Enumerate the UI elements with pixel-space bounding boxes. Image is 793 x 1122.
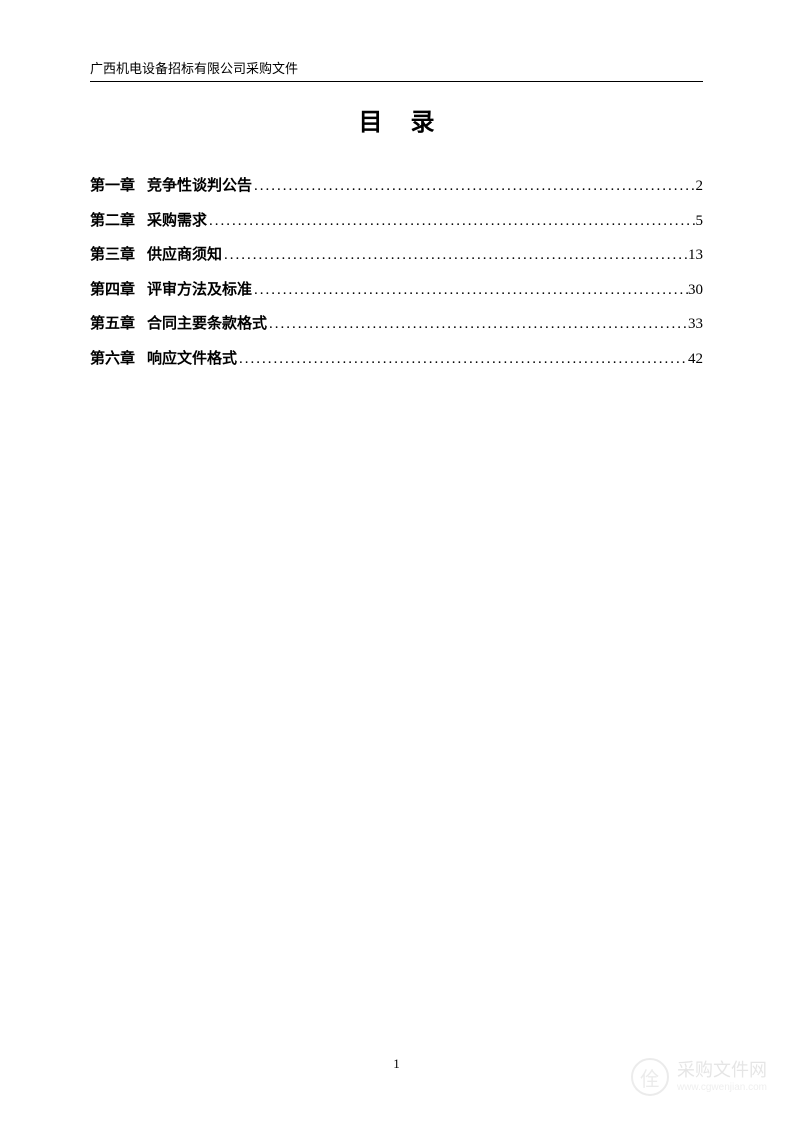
toc-name: 响应文件格式 [147,348,237,371]
toc-page-number: 30 [688,279,703,302]
page-header: 广西机电设备招标有限公司采购文件 [90,58,703,82]
toc-chapter: 第一章 [90,175,135,198]
toc-dots: ........................................… [267,313,688,336]
toc-name: 供应商须知 [147,244,222,267]
toc-chapter: 第五章 [90,313,135,336]
toc-dots: ........................................… [252,175,695,198]
toc-list: 第一章 竞争性谈判公告 ............................… [90,175,703,370]
toc-chapter: 第四章 [90,279,135,302]
toc-name: 评审方法及标准 [147,279,252,302]
toc-item: 第二章 采购需求 ...............................… [90,210,703,233]
toc-name: 采购需求 [147,210,207,233]
toc-item: 第六章 响应文件格式 .............................… [90,348,703,371]
toc-dots: ........................................… [207,210,695,233]
watermark-title: 采购文件网 [677,1060,767,1082]
watermark-url: www.cgwenjian.com [677,1082,767,1094]
watermark-icon: 佺 [631,1058,669,1096]
document-page: 广西机电设备招标有限公司采购文件 目录 第一章 竞争性谈判公告 ........… [0,0,793,1122]
toc-item: 第一章 竞争性谈判公告 ............................… [90,175,703,198]
toc-page-number: 33 [688,313,703,336]
toc-page-number: 42 [688,348,703,371]
toc-chapter: 第二章 [90,210,135,233]
toc-name: 竞争性谈判公告 [147,175,252,198]
toc-page-number: 13 [688,244,703,267]
toc-item: 第三章 供应商须知 ..............................… [90,244,703,267]
toc-name: 合同主要条款格式 [147,313,267,336]
toc-dots: ........................................… [222,244,688,267]
toc-title: 目录 [90,102,703,137]
toc-dots: ........................................… [252,279,688,302]
toc-page-number: 2 [696,175,704,198]
toc-dots: ........................................… [237,348,688,371]
toc-item: 第四章 评审方法及标准 ............................… [90,279,703,302]
toc-item: 第五章 合同主要条款格式 ...........................… [90,313,703,336]
watermark: 佺 采购文件网 www.cgwenjian.com [631,1058,767,1096]
watermark-text: 采购文件网 www.cgwenjian.com [677,1060,767,1094]
toc-chapter: 第三章 [90,244,135,267]
toc-page-number: 5 [696,210,704,233]
toc-chapter: 第六章 [90,348,135,371]
